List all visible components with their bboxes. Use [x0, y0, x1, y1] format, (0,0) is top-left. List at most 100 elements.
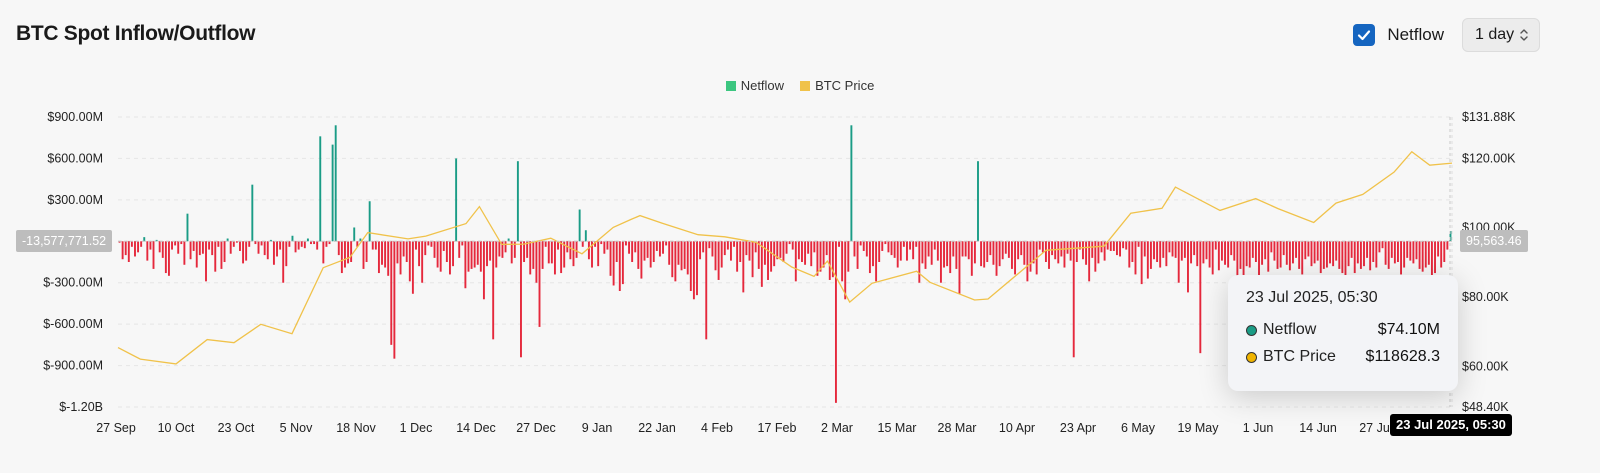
- legend-item-btc-price[interactable]: BTC Price: [800, 78, 874, 93]
- right-axis-tick-label: $120.00K: [1462, 151, 1516, 165]
- netflow-bar: [427, 241, 430, 246]
- netflow-bar: [263, 241, 266, 256]
- netflow-bar: [1427, 241, 1430, 265]
- netflow-bar: [936, 241, 939, 261]
- netflow-bar: [1082, 241, 1084, 260]
- netflow-checkbox-label[interactable]: Netflow: [1387, 25, 1444, 44]
- netflow-bar: [983, 241, 986, 268]
- netflow-bar: [152, 241, 155, 269]
- interval-select[interactable]: 1 day: [1462, 18, 1540, 52]
- netflow-bar: [890, 241, 893, 256]
- netflow-bar: [834, 241, 837, 403]
- netflow-bar: [322, 241, 325, 264]
- netflow-bar: [1292, 241, 1294, 264]
- netflow-bar: [189, 241, 192, 260]
- netflow-bar: [1325, 241, 1328, 268]
- x-axis-tick-label: 23 Oct: [218, 421, 255, 435]
- netflow-bar: [325, 241, 328, 247]
- netflow-bar: [235, 241, 238, 243]
- netflow-bar: [1369, 241, 1372, 271]
- netflow-bar: [1211, 241, 1214, 275]
- netflow-bar: [696, 241, 698, 296]
- netflow-bar: [788, 241, 791, 245]
- netflow-bar: [411, 241, 414, 294]
- netflow-bar: [1270, 241, 1273, 253]
- x-axis-tick-label: 17 Feb: [758, 421, 797, 435]
- netflow-bar: [949, 241, 952, 274]
- netflow-bar: [797, 241, 800, 260]
- netflow-bar: [257, 241, 260, 254]
- netflow-bar: [294, 241, 297, 253]
- netflow-bar: [130, 241, 133, 247]
- netflow-bar: [1443, 241, 1446, 262]
- netflow-bar: [1220, 241, 1223, 261]
- netflow-bar: [334, 125, 337, 242]
- netflow-bar: [445, 241, 448, 262]
- netflow-bar: [1415, 241, 1418, 260]
- x-axis-tick-label: 14 Dec: [456, 421, 496, 435]
- netflow-bar: [967, 241, 970, 260]
- x-axis-tick-label: 28 Mar: [938, 421, 977, 435]
- netflow-bar: [1397, 241, 1399, 262]
- netflow-bar: [702, 241, 705, 253]
- netflow-bar: [254, 241, 257, 245]
- x-axis-tick-label: 27 Sep: [96, 421, 136, 435]
- netflow-bar: [637, 241, 640, 269]
- netflow-bar: [581, 241, 584, 247]
- netflow-bar: [458, 241, 461, 258]
- left-axis-tick-label: $-300.00M: [43, 276, 103, 290]
- netflow-checkbox[interactable]: [1353, 24, 1376, 46]
- netflow-bar: [1137, 241, 1140, 247]
- netflow-bar: [186, 213, 189, 242]
- netflow-bar: [998, 241, 1001, 267]
- netflow-bar: [1319, 241, 1322, 274]
- netflow-bar: [344, 241, 346, 268]
- netflow-bar: [118, 241, 121, 243]
- netflow-bar: [1208, 241, 1211, 268]
- netflow-bar: [794, 241, 797, 282]
- left-axis-tick-label: $600.00M: [47, 151, 103, 165]
- netflow-bar: [1267, 241, 1270, 272]
- x-axis-tick-label: 23 Apr: [1060, 421, 1096, 435]
- netflow-bar: [884, 241, 887, 245]
- netflow-bar: [868, 241, 871, 274]
- netflow-bar: [1344, 241, 1347, 276]
- netflow-bar: [813, 241, 816, 253]
- netflow-bar: [1316, 241, 1319, 261]
- netflow-bar: [340, 241, 343, 274]
- netflow-bar: [306, 238, 309, 242]
- netflow-bar: [924, 241, 927, 269]
- netflow-bar: [1282, 241, 1285, 256]
- tooltip-value-netflow: $74.10M: [1377, 321, 1440, 338]
- legend-item-netflow[interactable]: Netflow: [725, 78, 784, 93]
- netflow-bar: [733, 241, 735, 247]
- netflow-bar: [655, 241, 658, 251]
- netflow-bar: [1051, 241, 1054, 256]
- netflow-bar: [1119, 241, 1121, 257]
- netflow-bar: [245, 241, 248, 261]
- netflow-bar: [1449, 231, 1452, 242]
- netflow-bar: [1239, 241, 1242, 269]
- chart-legend: Netflow BTC Price: [0, 78, 1600, 93]
- netflow-bar: [961, 241, 964, 257]
- netflow-bar: [399, 241, 402, 275]
- netflow-bar: [467, 241, 470, 272]
- crosshair-netflow-label: -13,577,771.52: [16, 230, 113, 253]
- netflow-bar: [359, 238, 362, 242]
- netflow-bar: [649, 241, 652, 268]
- netflow-bar: [973, 241, 976, 264]
- netflow-bar: [1109, 241, 1112, 251]
- netflow-bar: [1430, 241, 1433, 278]
- netflow-bar: [279, 241, 282, 250]
- netflow-bar: [146, 241, 149, 261]
- netflow-bar: [893, 241, 896, 258]
- netflow-bar: [124, 241, 127, 256]
- netflow-bar: [902, 241, 905, 247]
- interval-select-value: 1 day: [1475, 26, 1515, 43]
- netflow-bar: [1044, 241, 1047, 262]
- netflow-bar: [504, 241, 507, 253]
- netflow-bar: [164, 241, 167, 274]
- netflow-bar: [516, 161, 519, 242]
- netflow-bar: [1011, 241, 1013, 269]
